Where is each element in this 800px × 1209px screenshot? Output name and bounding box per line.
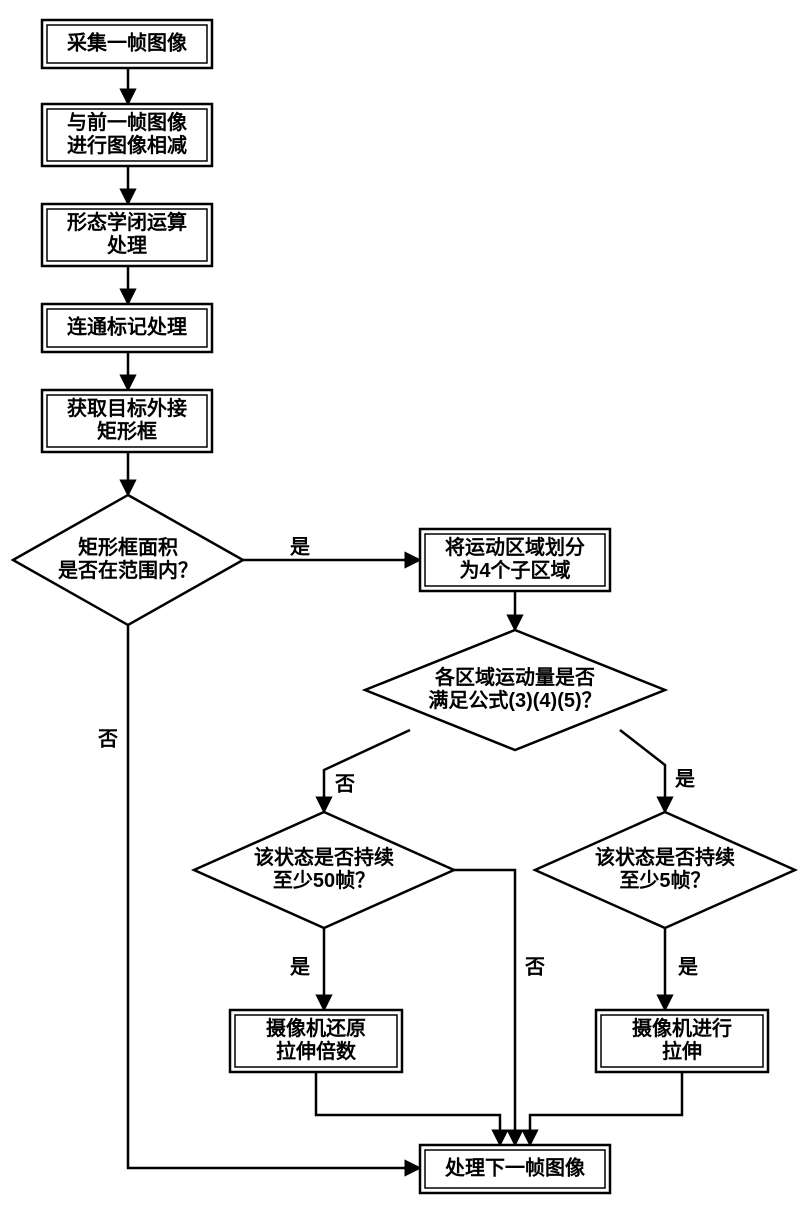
node-text: 为4个子区域 <box>459 558 570 582</box>
node-text: 与前一帧图像 <box>67 110 188 134</box>
node-text: 矩形框 <box>97 419 157 443</box>
edge-label: 是 <box>289 535 310 558</box>
edge-label: 是 <box>674 767 695 790</box>
edge-label: 是 <box>289 955 310 978</box>
node-text: 采集一帧图像 <box>67 30 188 54</box>
node-text: 各区域运动量是否 <box>434 665 595 689</box>
node-text: 连通标记处理 <box>67 314 187 338</box>
flow-edge <box>454 870 515 1145</box>
edge-label: 否 <box>97 728 118 750</box>
flow-edge <box>620 730 665 812</box>
edge-label: 是 <box>677 955 698 978</box>
node-text: 形态学闭运算 <box>67 210 187 234</box>
node-text: 处理 <box>106 233 147 257</box>
node-text: 处理下一帧图像 <box>444 1155 586 1179</box>
node-text: 该状态是否持续 <box>595 845 735 869</box>
edge-label: 否 <box>524 956 545 978</box>
node-text: 进行图像相减 <box>67 133 187 157</box>
node-text: 将运动区域划分 <box>445 535 585 559</box>
node-text: 该状态是否持续 <box>254 845 394 869</box>
flow-edge <box>324 730 410 812</box>
node-text: 是否在范围内？ <box>57 558 198 582</box>
node-text: 摄像机还原 <box>266 1016 366 1040</box>
edge-label: 否 <box>334 773 355 795</box>
flow-edge <box>530 1072 682 1145</box>
node-text: 拉伸 <box>662 1039 702 1063</box>
node-text: 满足公式(3)(4)(5)？ <box>428 688 601 712</box>
node-text: 至少50帧？ <box>273 868 375 892</box>
node-text: 摄像机进行 <box>632 1016 732 1040</box>
node-text: 矩形框面积 <box>78 535 178 559</box>
node-text: 至少5帧？ <box>619 868 710 892</box>
flow-edge <box>316 1072 500 1145</box>
node-text: 拉伸倍数 <box>276 1039 357 1063</box>
node-text: 获取目标外接 <box>67 396 187 420</box>
